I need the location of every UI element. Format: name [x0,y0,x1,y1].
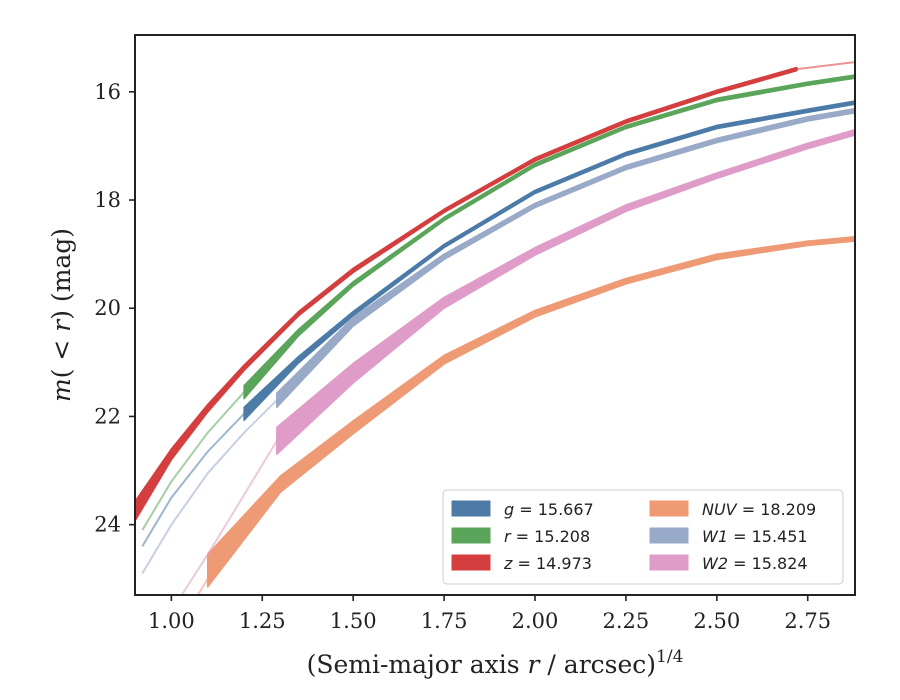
legend-swatch-w1 [649,527,689,544]
x-axis-label: (Semi-major axis r / arcsec)1/4 [307,647,684,679]
legend-box [442,489,844,585]
series-r [141,74,855,531]
y-tick-label: 20 [94,296,121,320]
y-axis-label: m( < r) (mag) [47,228,76,402]
y-tick-label: 18 [94,188,121,212]
legend-swatch-w2 [649,554,689,571]
x-tick-label: 2.50 [693,609,740,633]
y-tick-label: 24 [94,513,121,537]
legend-swatch-nuv [649,500,689,517]
series-r-extrapolation [141,391,245,531]
y-tick-label: 16 [94,80,121,104]
series-nuv-band [206,236,855,588]
legend-label-z: z = 14.973 [503,554,592,573]
series-z [135,61,855,522]
series-nuv [196,236,855,595]
x-tick-label: 2.00 [512,609,559,633]
series-w1 [141,107,855,574]
legend-swatch-r [451,527,491,544]
series-g-extrapolation [141,413,245,547]
series-g-band [243,100,855,421]
plot-area [135,61,855,595]
series-w2-band [276,128,855,456]
x-tick-label: 1.25 [239,609,286,633]
x-tick-label: 2.75 [784,609,831,633]
series-w2-extrapolation [180,440,278,595]
series-g [141,100,855,547]
y-tick-label: 22 [94,404,121,428]
series-w2 [180,128,855,595]
legend-label-r: r = 15.208 [504,527,590,546]
legend-label-w1: W1 = 15.451 [702,527,808,546]
legend-swatch-g [451,500,491,517]
series-w1-band [276,107,855,409]
x-tick-label: 2.25 [603,609,650,633]
series-z-band [135,66,798,522]
legend-swatch-z [451,554,491,571]
x-tick-label: 1.50 [330,609,377,633]
legend-label-g: g = 15.667 [504,500,594,519]
axes: 1.00 1.25 1.50 1.75 2.00 2.25 2.50 2.75 16 18 20 22… [94,34,856,633]
series-w1-extrapolation [141,399,278,574]
legend-label-nuv: NUV = 18.209 [702,500,816,519]
plot-frame [134,34,856,596]
legend-label-w2: W2 = 15.824 [702,554,808,573]
x-tick-label: 1.00 [148,609,195,633]
series-z-extrapolation [796,61,855,71]
axis-labels: (Semi-major axis r / arcsec)1/4 m( < r) (… [47,228,683,679]
x-tick-label: 1.75 [421,609,468,633]
series-r-band [243,74,855,400]
legend: g = 15.667 r = 15.208 z = 14.973 NUV = 18.2… [442,489,844,585]
